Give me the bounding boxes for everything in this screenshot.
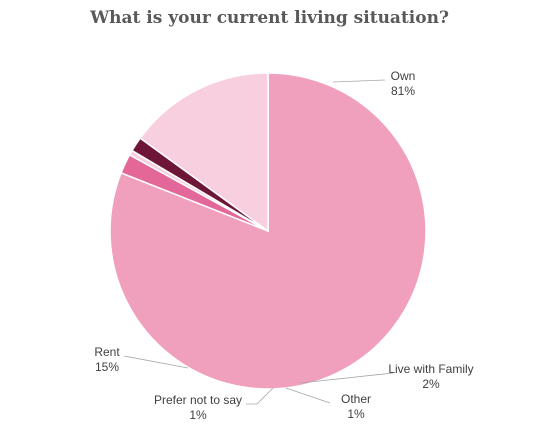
chart-title: What is your current living situation? (90, 8, 449, 28)
data-label-percent: 2% (422, 377, 440, 391)
data-label: Own 81% (391, 69, 416, 98)
pie-slice-rent (139, 72, 269, 233)
data-label-percent: 1% (347, 407, 365, 421)
data-label-percent: 1% (189, 408, 207, 422)
leader-line (299, 372, 394, 384)
leader-line (332, 79, 386, 83)
data-label-category: Own (391, 69, 416, 83)
leader-line (123, 355, 189, 369)
leader-line (246, 387, 274, 405)
data-label-category: Other (341, 392, 371, 406)
data-label-category: Live with Family (388, 362, 473, 376)
data-label: Live with Family 2% (388, 362, 473, 391)
data-label: Prefer not to say 1% (154, 393, 242, 422)
data-label-percent: 15% (95, 360, 119, 374)
data-label-category: Prefer not to say (154, 393, 242, 407)
data-label-category: Rent (94, 345, 120, 359)
leader-line (285, 387, 331, 404)
data-label: Other 1% (341, 392, 371, 421)
data-label: Rent 15% (94, 345, 120, 374)
data-label-percent: 81% (391, 84, 415, 98)
